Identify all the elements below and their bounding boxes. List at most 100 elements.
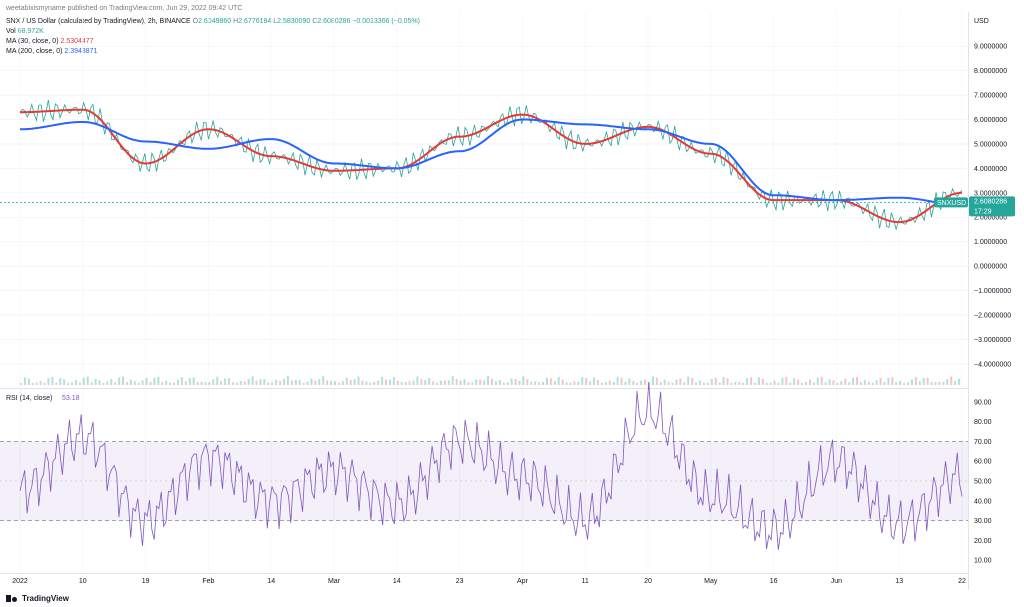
volume-bar [895,382,898,385]
volume-bar [353,379,356,385]
volume-bar [926,377,929,385]
volume-bar [102,382,105,385]
volume-bar [608,380,611,385]
volume-bar [404,382,407,385]
volume-bar [39,381,42,385]
volume-bar [487,376,490,385]
volume-bar [149,381,152,385]
volume-bar [290,380,293,385]
ma200-value: 2.3943871 [64,48,98,55]
volume-bar [934,382,937,385]
rsi-tick-label: 30.00 [974,518,992,525]
price-tick-label: −1.0000000 [974,288,1011,295]
time-tick-label: 13 [895,578,903,585]
volume-bar [636,382,639,385]
time-tick-label: Feb [202,578,214,585]
volume-bar [942,382,945,385]
volume-bar [518,380,521,385]
volume-bar [251,376,254,385]
ma30-line [20,108,963,224]
tradingview-logo-icon [6,595,18,602]
volume-bar [946,379,949,385]
volume-bar [761,378,764,385]
volume-bar [392,377,395,385]
price-tick-label: 4.0000000 [974,166,1007,173]
volume-bar [514,379,517,385]
volume-bar [785,376,788,385]
volume-bar [918,381,921,385]
volume-bar [859,382,862,385]
volume-bar [793,378,796,385]
volume-bar [275,379,278,385]
volume-bar [510,378,513,385]
volume-bar [157,376,160,385]
ma30-label: MA (30, close, 0) [6,38,59,45]
volume-bar [828,379,831,385]
volume-bar [867,381,870,385]
volume-bar [820,376,823,385]
rsi-label: RSI (14, close) [6,395,52,402]
volume-bar [286,376,289,385]
volume-bar [640,380,643,385]
time-tick-label: 14 [267,578,275,585]
volume-bar [373,381,376,385]
price-tick-label: 0.0000000 [974,264,1007,271]
badge-countdown: 17:29 [974,208,992,215]
ma30-value: 2.5304477 [60,38,94,45]
volume-bar [655,377,658,385]
volume-bar [910,379,913,385]
volume-bar [491,379,493,385]
volume-bar [683,382,686,385]
badge-price: 2.6080286 [974,198,1007,205]
volume-bar [593,377,596,385]
volume-bar [679,378,682,385]
volume-bar [439,380,442,385]
volume-bar [90,382,93,385]
volume-bar [624,381,627,385]
volume-bar [239,380,242,385]
volume-bar [899,381,902,385]
volume-bar [542,381,545,385]
rsi-tick-label: 20.00 [974,538,992,545]
ma200-legend[interactable]: MA (200, close, 0) 2.3943871 [6,47,97,56]
footer[interactable]: TradingView [6,594,69,603]
volume-legend[interactable]: Vol 68.972K [6,27,44,36]
volume-bar [557,376,560,385]
currency-label: USD [974,18,989,25]
volume-bar [436,382,439,385]
price-tick-label: 2.0000000 [974,215,1007,222]
time-tick-label: 19 [142,578,150,585]
ma30-legend[interactable]: MA (30, close, 0) 2.5304477 [6,37,94,46]
volume-bar [765,382,768,385]
volume-bar [777,382,780,385]
volume-bar [479,379,482,385]
volume-bar [133,381,136,385]
price-tick-label: −4.0000000 [974,361,1011,368]
volume-bar [805,382,807,385]
volume-bar [361,380,364,385]
volume-bar [271,382,274,385]
volume-bar [848,382,851,385]
volume-bar [334,381,336,385]
volume-bar [196,381,199,385]
volume-bar [483,380,486,385]
volume-bar [730,382,733,385]
volume-bar [659,382,662,385]
volume-bar [718,382,721,385]
ma200-line [19,118,962,206]
volume-bar [938,381,941,385]
volume-bar [797,379,800,385]
volume-bar [687,376,690,385]
rsi-axis: 90.00 80.00 70.00 60.00 50.00 40.00 30.00 20.00… [974,399,992,564]
volume-bar [463,379,466,385]
price-change: −0.0013366 (−0.05%) [352,18,421,25]
price-tick-label: −2.0000000 [974,312,1011,319]
rsi-line [19,382,963,550]
volume-bar [279,381,282,385]
volume-bar [914,377,917,385]
volume-bar [188,378,191,385]
volume-bar [122,376,125,385]
volume-bar [20,383,22,385]
time-tick-label: Jun [831,578,842,585]
